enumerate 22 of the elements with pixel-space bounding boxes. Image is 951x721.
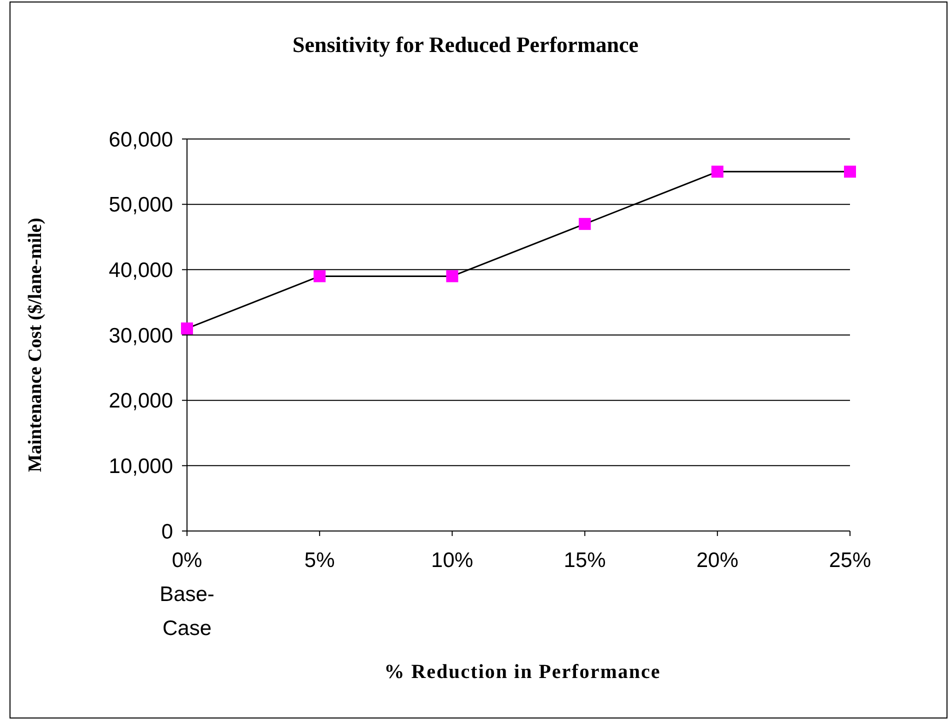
point [446,270,458,282]
x-tick-label: 20% [696,549,738,572]
point [711,166,724,178]
x-tick-label: 5% [304,549,335,572]
y-tick-label: 50,000 [108,194,173,217]
x-tick-label: 0% Base- Case [160,549,214,640]
y-tick-label: 10,000 [108,455,173,478]
point [578,218,591,230]
y-tick-label: 60,000 [108,128,173,152]
point [181,322,193,334]
x-tick-label: 15% [564,549,606,572]
point [844,166,856,178]
x-tick-label: 25% [828,549,872,572]
y-axis-title: Maintenance Cost ($/lane-mile) [25,218,46,472]
point [314,270,326,282]
x-axis-title: % Reduction in Performance [384,661,661,683]
y-tick-label: 20,000 [108,390,173,413]
y-tick-label: 40,000 [108,259,173,282]
x-tick-label: 10% [431,549,474,572]
y-tick-label: 0 [161,520,173,544]
y-tick-label: 30,000 [108,324,173,348]
chart-title: Sensitivity for Reduced Performance [292,32,639,57]
